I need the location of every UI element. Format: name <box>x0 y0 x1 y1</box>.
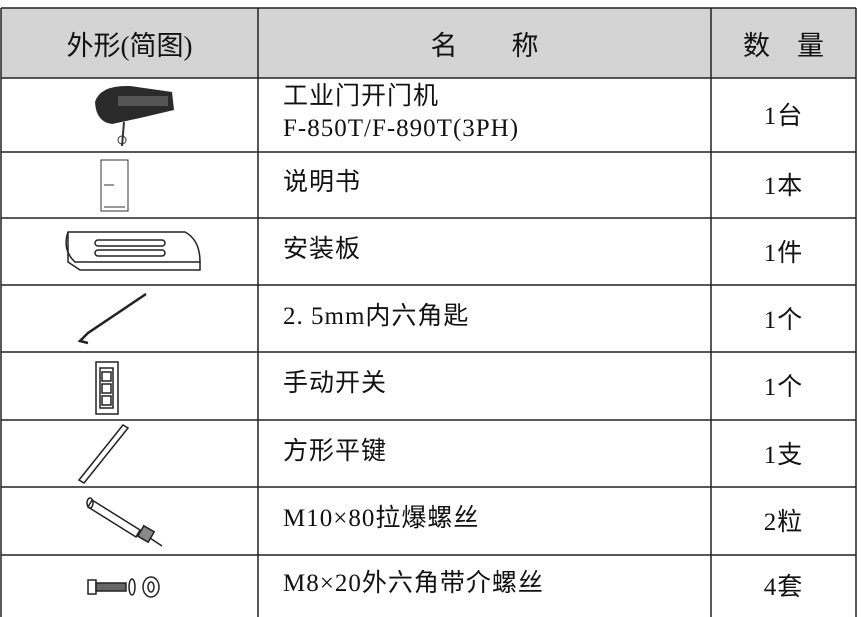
header-cell: 名 称 <box>430 30 539 61</box>
item-name: 方形平键 <box>283 437 388 465</box>
grid-lines <box>0 7 857 617</box>
icon-hex-key <box>77 292 147 345</box>
item-name: M8×20外六角带介螺丝 <box>283 570 544 597</box>
item-qty: 1个 <box>763 306 804 334</box>
icon-motor <box>95 85 174 147</box>
item-qty: 2粒 <box>763 509 804 536</box>
item-qty: 4套 <box>763 574 804 601</box>
item-name: 2. 5mm内六角匙 <box>283 302 470 330</box>
item-name: F-850T/F-890T(3PH) <box>283 115 520 142</box>
item-name: M10×80拉爆螺丝 <box>283 505 480 532</box>
item-qty: 1件 <box>763 239 804 267</box>
item-qty: 1个 <box>763 374 804 401</box>
item-name: 安装板 <box>283 235 362 263</box>
item-qty: 1支 <box>763 441 804 469</box>
icon-switch <box>95 361 119 415</box>
header-bg <box>1 8 856 78</box>
header-cell: 外形(简图) <box>66 30 193 61</box>
icon-manual <box>100 159 129 212</box>
header-cell: 数 量 <box>743 30 824 61</box>
icon-plate <box>65 231 201 271</box>
item-qty: 1本 <box>763 173 804 200</box>
item-qty: 1台 <box>763 103 804 130</box>
item-name: 说明书 <box>283 169 362 196</box>
item-name: 工业门开门机 <box>283 83 440 110</box>
item-name: 手动开关 <box>283 370 388 397</box>
icon-key <box>77 424 130 484</box>
icon-screw <box>87 576 160 598</box>
icon-anchor-bolt <box>86 497 163 547</box>
